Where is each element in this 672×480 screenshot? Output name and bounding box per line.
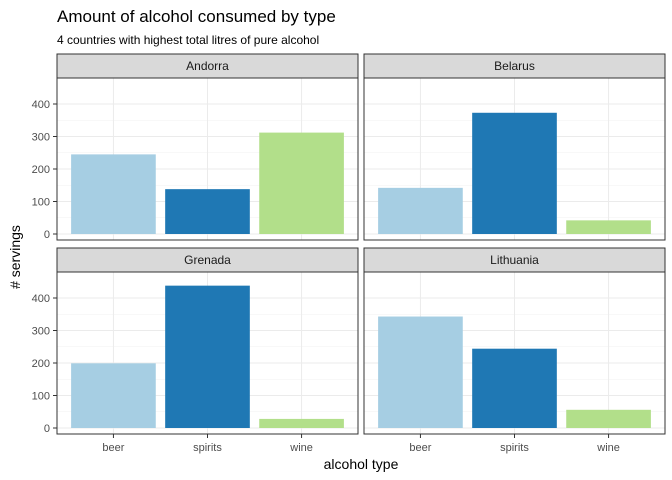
bar-grenada-spirits: [165, 285, 250, 428]
bar-andorra-spirits: [165, 189, 250, 234]
y-tick-label: 300: [32, 326, 50, 338]
y-tick-label: 100: [32, 197, 50, 209]
facet-strip-label: Lithuania: [490, 253, 539, 267]
facet-strip-label: Andorra: [186, 59, 229, 73]
x-tick-label: spirits: [193, 442, 222, 454]
y-tick-label: 400: [32, 293, 50, 305]
bar-belarus-beer: [378, 187, 463, 234]
facet-strip-label: Grenada: [184, 253, 231, 267]
y-tick-label: 100: [32, 391, 50, 403]
chart-subtitle: 4 countries with highest total litres of…: [57, 33, 320, 47]
x-tick-label: beer: [102, 442, 124, 454]
bar-lithuania-wine: [566, 409, 651, 428]
y-tick-label: 200: [32, 358, 50, 370]
x-tick-label: wine: [289, 442, 313, 454]
bar-andorra-beer: [71, 154, 156, 234]
bar-lithuania-beer: [378, 316, 463, 428]
bar-belarus-wine: [566, 220, 651, 234]
x-tick-label: spirits: [500, 442, 529, 454]
panel-border: [363, 77, 666, 241]
y-tick-label: 200: [32, 164, 50, 176]
bar-belarus-spirits: [472, 112, 557, 234]
y-tick-label: 0: [44, 423, 50, 435]
chart-title: Amount of alcohol consumed by type: [57, 7, 336, 26]
bar-lithuania-spirits: [472, 348, 557, 428]
facet-strip: [363, 53, 666, 79]
x-tick-label: beer: [409, 442, 431, 454]
bar-grenada-beer: [71, 363, 156, 428]
facet-strip-label: Belarus: [494, 59, 535, 73]
y-tick-label: 0: [44, 229, 50, 241]
x-axis-label: alcohol type: [323, 456, 399, 472]
x-tick-label: wine: [596, 442, 620, 454]
bar-grenada-wine: [259, 418, 344, 428]
facet-strip: [56, 53, 359, 79]
bar-andorra-wine: [259, 132, 344, 234]
y-tick-label: 400: [32, 99, 50, 111]
facet-strip: [56, 247, 359, 273]
panel-border: [56, 77, 359, 241]
facet-strip: [363, 247, 666, 273]
y-axis-label: # servings: [7, 225, 23, 289]
y-tick-label: 300: [32, 132, 50, 144]
